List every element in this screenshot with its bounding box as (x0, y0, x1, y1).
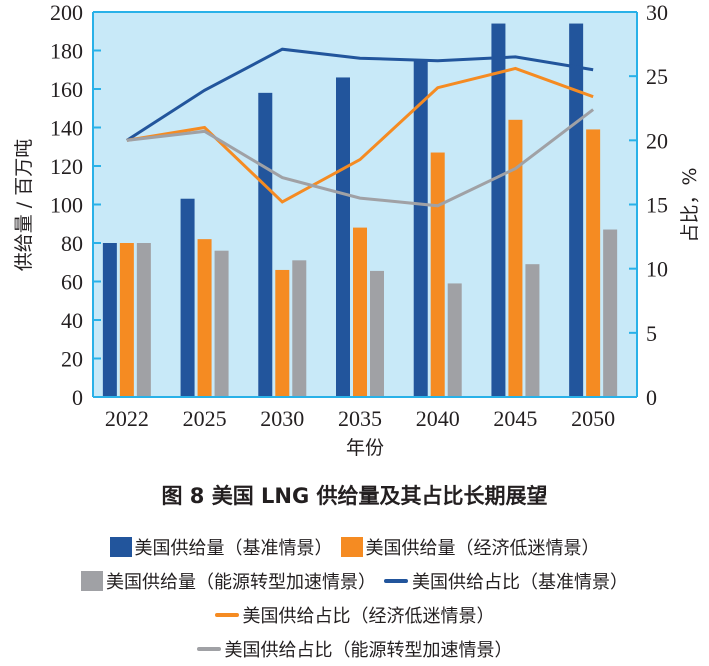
y-tick-label: 140 (50, 116, 83, 141)
figure-title: 图 8 美国 LNG 供给量及其占比长期展望 (161, 484, 548, 508)
legend-item: 美国供给量（经济低迷情景） (340, 534, 600, 560)
y-tick-label: 120 (50, 154, 83, 179)
bar-1-2022 (119, 243, 134, 397)
legend-swatch-box-icon (340, 537, 363, 557)
legend-swatch-line-icon (196, 647, 221, 651)
x-axis-title: 年份 (346, 437, 384, 459)
line-series-2 (126, 108, 595, 208)
legend-swatch-box-icon (81, 571, 103, 591)
y-tick-label: 180 (50, 39, 83, 64)
bar-2-2030 (292, 260, 307, 397)
bar-2-2040 (447, 283, 462, 397)
x-tick-label: 2050 (571, 406, 615, 431)
x-tick-label: 2035 (338, 406, 382, 431)
y2-axis-title: 占比，% (679, 167, 701, 242)
bar-2-2050 (603, 229, 618, 397)
y2-tick-label: 20 (646, 128, 668, 153)
legend-row: 美国供给占比（能源转型加速情景） (0, 632, 709, 666)
bars-group (102, 23, 618, 398)
y-tick-label: 80 (61, 231, 83, 256)
legend: 美国供给量（基准情景） 美国供给量（经济低迷情景） 美国供给量（能源转型加速情景）美… (0, 530, 709, 666)
lines-group (126, 47, 595, 208)
bar-1-2030 (275, 269, 290, 397)
legend-item: 美国供给量（能源转型加速情景） (81, 568, 376, 594)
legend-swatch-line-icon (214, 613, 239, 617)
x-tick-label: 2040 (416, 406, 460, 431)
y-tick-label: 20 (61, 347, 83, 372)
bar-1-2040 (430, 152, 445, 397)
y-tick-label: 200 (50, 0, 83, 25)
y-tick-label: 100 (50, 193, 83, 218)
bar-0-2030 (258, 92, 273, 397)
legend-label: 美国供给占比（基准情景） (412, 572, 628, 593)
y-tick-label: 40 (61, 308, 83, 333)
bar-1-2045 (508, 119, 523, 398)
y-tick-label: 160 (50, 77, 83, 102)
y2-tick-label: 25 (646, 64, 668, 89)
bar-2-2035 (370, 270, 384, 397)
line-series-0 (126, 47, 594, 142)
bar-1-2025 (197, 239, 212, 397)
y2-tick-label: 10 (646, 257, 668, 282)
bar-2-2025 (214, 250, 229, 397)
legend-item: 美国供给占比（能源转型加速情景） (196, 636, 513, 662)
legend-item: 美国供给占比（经济低迷情景） (214, 602, 495, 628)
y-axis-title: 供给量 / 百万吨 (13, 139, 35, 271)
legend-row: 美国供给占比（经济低迷情景） (0, 598, 709, 632)
legend-row: 美国供给量（能源转型加速情景） 美国供给占比（基准情景） (0, 564, 709, 598)
legend-item: 美国供给占比（基准情景） (384, 568, 628, 594)
legend-label: 美国供给量（基准情景） (134, 538, 333, 559)
bar-0-2040 (413, 60, 428, 397)
bar-0-2045 (491, 23, 506, 398)
y2-tick-label: 30 (646, 0, 668, 25)
legend-label: 美国供给占比（经济低迷情景） (242, 606, 495, 627)
y-tick-label: 0 (72, 385, 83, 410)
legend-swatch-box-icon (109, 537, 132, 557)
y2-tick-label: 15 (646, 193, 668, 218)
bar-0-2035 (336, 77, 350, 397)
bar-0-2025 (180, 198, 195, 397)
bar-2-2045 (525, 264, 540, 397)
bar-0-2050 (569, 23, 584, 398)
legend-label: 美国供给量（经济低迷情景） (365, 538, 600, 559)
y-tick-label: 60 (61, 270, 83, 295)
legend-label: 美国供给量（能源转型加速情景） (106, 572, 376, 593)
x-tick-label: 2030 (260, 406, 304, 431)
y2-tick-label: 5 (646, 321, 657, 346)
bar-1-2035 (353, 227, 367, 397)
ticks-group: 0204060801001201401601802000510152025302… (50, 0, 668, 431)
legend-row: 美国供给量（基准情景） 美国供给量（经济低迷情景） (0, 530, 709, 564)
legend-label: 美国供给占比（能源转型加速情景） (224, 640, 513, 661)
y2-tick-label: 0 (646, 385, 657, 410)
x-tick-label: 2045 (493, 406, 537, 431)
x-tick-label: 2022 (105, 406, 149, 431)
legend-item: 美国供给量（基准情景） (109, 534, 333, 560)
bar-2-2022 (136, 243, 151, 397)
legend-swatch-line-icon (384, 579, 408, 583)
x-tick-label: 2025 (183, 406, 227, 431)
line-series-1 (126, 66, 594, 204)
bar-1-2050 (586, 129, 601, 398)
chart: 0204060801001201401601802000510152025302… (13, 0, 701, 459)
bar-0-2022 (102, 243, 117, 397)
